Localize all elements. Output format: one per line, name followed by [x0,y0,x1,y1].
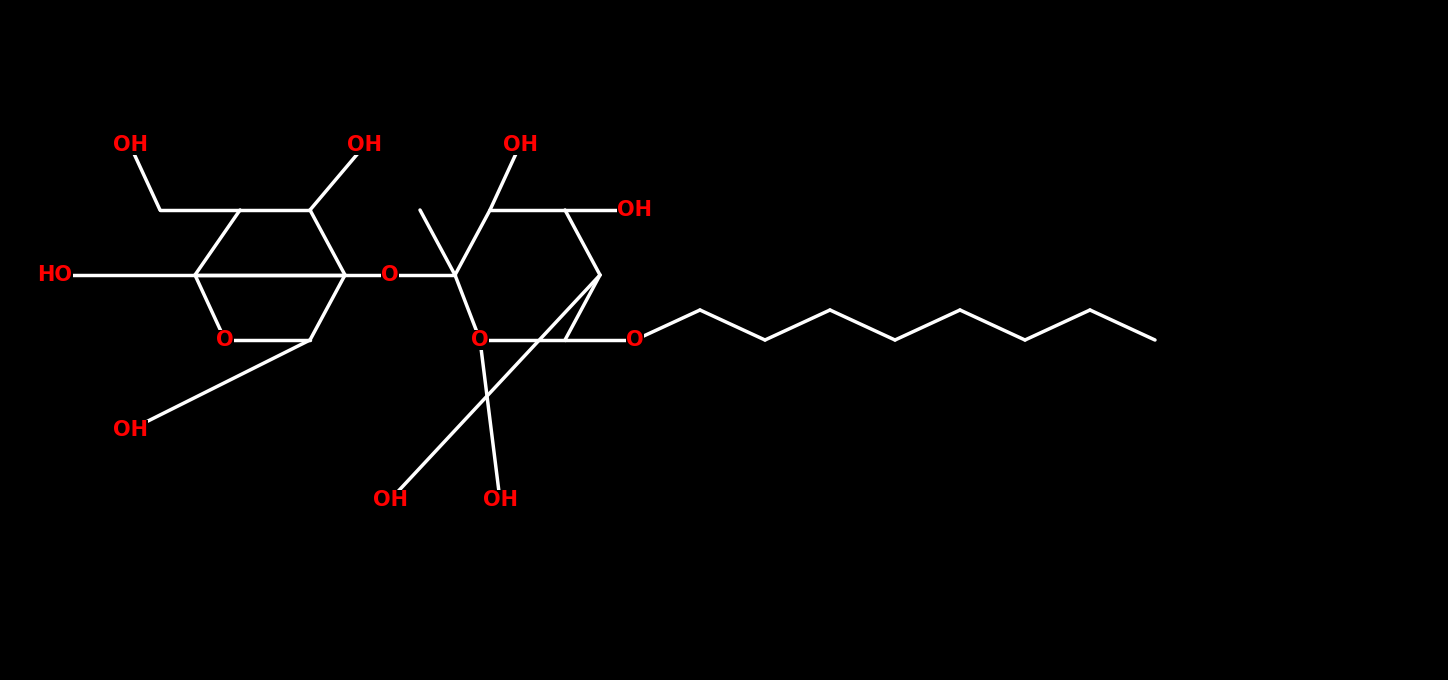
Text: OH: OH [348,135,382,155]
Text: OH: OH [113,135,148,155]
Text: HO: HO [38,265,72,285]
Text: O: O [381,265,398,285]
Text: OH: OH [502,135,537,155]
Text: OH: OH [372,490,407,510]
Text: O: O [216,330,233,350]
Text: O: O [471,330,489,350]
Text: OH: OH [482,490,517,510]
Text: OH: OH [113,420,148,440]
Text: OH: OH [617,200,653,220]
Text: O: O [626,330,644,350]
